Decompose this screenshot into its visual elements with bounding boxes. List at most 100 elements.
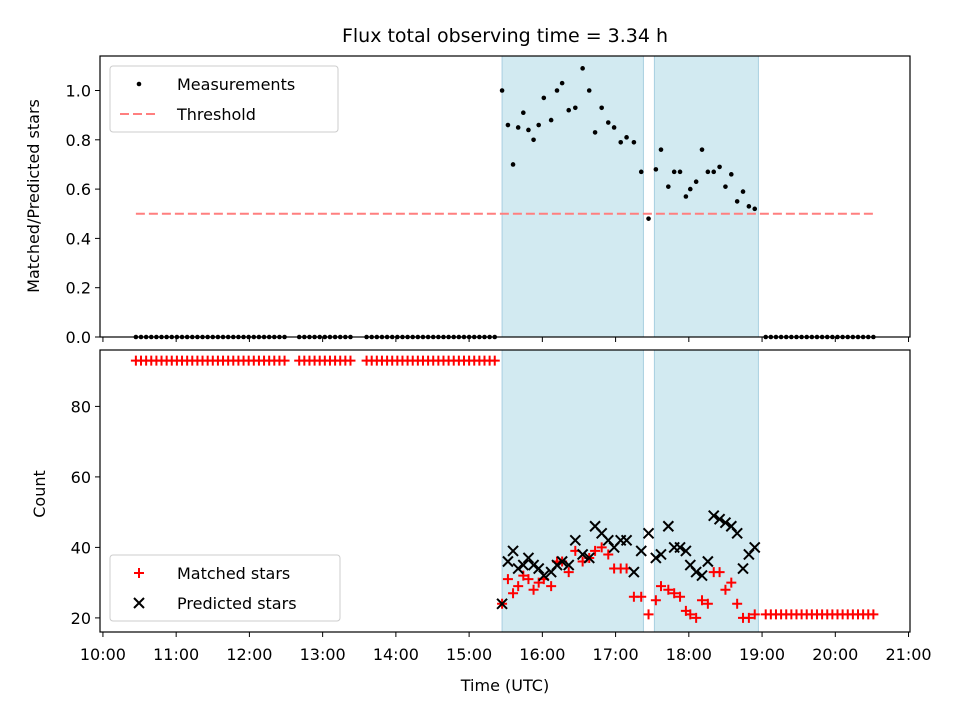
measurement-point [723, 184, 728, 189]
measurement-point [499, 88, 505, 93]
matched-star-point [726, 577, 737, 588]
legend-label: Matched stars [177, 564, 290, 583]
top-y-tick-label: 0.0 [66, 328, 91, 347]
matched-star-point [655, 581, 666, 592]
measurement-point [592, 130, 598, 135]
top-y-tick-label: 0.2 [66, 279, 91, 298]
predicted-star-point [650, 552, 662, 564]
legend-box [109, 554, 341, 622]
matched-star-point [732, 598, 743, 609]
predicted-star-point [532, 562, 545, 575]
measurement-point [646, 216, 651, 221]
x-tick-label: 10:00 [80, 645, 126, 664]
measurement-point [618, 139, 624, 145]
measurement-point [699, 147, 705, 152]
predicted-star-point [642, 527, 655, 540]
bottom-panel: 20 40 60 80 [71, 349, 911, 633]
x-axis-label: Time (UTC) [460, 676, 549, 695]
predicted-star-point [556, 555, 568, 568]
measurement-point [548, 117, 554, 123]
predicted-star-point [635, 545, 647, 557]
matched-star-point [669, 588, 680, 599]
measurement-point [580, 66, 585, 71]
matched-star-point [663, 584, 674, 595]
bottom-y-tick-label: 40 [71, 538, 91, 557]
predicted-star-point [569, 534, 582, 547]
top-y-tick-label: 1.0 [66, 82, 91, 101]
measurement-point [554, 88, 560, 93]
x-tick-label: 12:00 [226, 645, 272, 664]
predicted-star-point [502, 555, 514, 568]
matched-star-point [702, 598, 713, 609]
matched-star-point [691, 612, 702, 623]
legend-label: Threshold [176, 105, 256, 124]
predicted-star-point [527, 559, 540, 571]
predicted-star-point [583, 552, 595, 564]
matched-star-point [714, 567, 725, 578]
measurement-point [526, 127, 531, 133]
measurement-point [599, 105, 604, 111]
x-tick-label: 19:00 [739, 645, 785, 664]
top-shaded-interval [653, 55, 759, 338]
predicted-star-point [690, 566, 702, 578]
bottom-y-tick-label: 60 [71, 468, 91, 487]
predicted-star-point [512, 562, 524, 575]
measurement-point [746, 204, 752, 209]
measurement-point [740, 189, 746, 194]
bottom-shaded-interval [501, 349, 644, 633]
measurement-point [734, 199, 740, 204]
measurement-point [752, 206, 758, 212]
measurement-point [515, 125, 521, 130]
measurement-point [541, 95, 547, 101]
top-plot-frame [99, 55, 911, 338]
top-shaded-interval [501, 55, 644, 338]
measurement-point [705, 169, 711, 175]
top-y-tick-label: 0.6 [66, 180, 91, 199]
measurement-point [566, 107, 572, 113]
measurement-point [536, 122, 541, 128]
matched-star-point [279, 355, 290, 366]
measurement-point [521, 110, 526, 115]
predicted-star-point [731, 527, 743, 540]
measurement-point [611, 125, 617, 130]
legend-marker-measurements [136, 81, 142, 87]
measurement-point [624, 135, 629, 140]
matched-star-point [546, 581, 557, 592]
top-y-axis-label: Matched/Predicted stars [24, 99, 43, 293]
measurement-point [586, 88, 592, 93]
predicted-star-point [662, 520, 675, 532]
measurement-point [559, 80, 565, 86]
predicted-star-point [563, 559, 575, 571]
matched-star-point [502, 574, 513, 585]
x-tick-label: 15:00 [446, 645, 492, 664]
matched-star-point [563, 567, 574, 578]
measurement-point [671, 169, 677, 175]
measurement-point [631, 139, 637, 145]
measurement-point [573, 105, 578, 111]
chart-title: Flux total observing time = 3.34 h [342, 25, 668, 47]
predicted-star-point [628, 566, 640, 578]
bottom-legend: Matched stars Predicted stars [109, 554, 341, 622]
matched-star-point [603, 549, 614, 560]
predicted-star-point [719, 517, 732, 529]
x-tick-label: 21:00 [885, 645, 931, 664]
measurement-point [658, 147, 664, 152]
matched-star-point [743, 612, 754, 623]
predicted-star-point [680, 545, 692, 557]
matched-star-point [720, 584, 731, 595]
predicted-star-point [620, 534, 633, 547]
x-axis: 10:00 11:00 12:00 13:00 14:00 15:00 16:00 17:00… [80, 337, 932, 664]
predicted-star-point [507, 545, 519, 557]
matched-star-point [685, 609, 696, 620]
bottom-shaded-interval [653, 349, 759, 633]
matched-star-point [590, 545, 601, 556]
predicted-star-point [496, 598, 508, 610]
predicted-star-point [517, 559, 530, 571]
x-tick-label: 13:00 [300, 645, 346, 664]
x-tick-label: 11:00 [153, 645, 199, 664]
legend-label: Measurements [177, 75, 295, 94]
matched-star-point [749, 609, 760, 620]
matched-star-point [489, 355, 500, 366]
legend-label: Predicted stars [177, 594, 297, 613]
